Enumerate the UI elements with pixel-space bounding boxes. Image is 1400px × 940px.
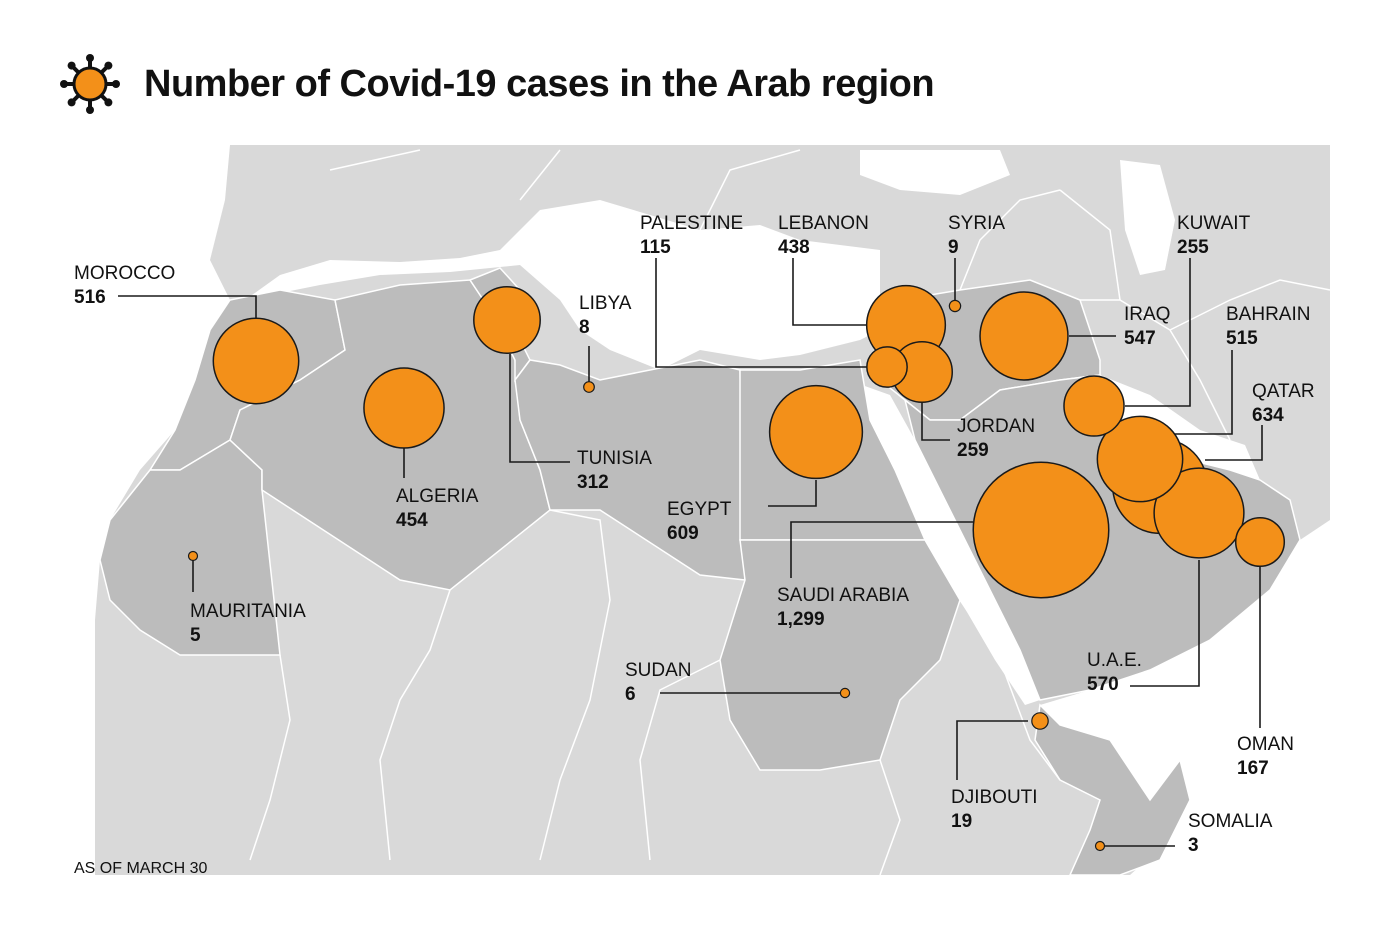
- case-count: 570: [1087, 674, 1119, 695]
- label-somalia: SOMALIA 3: [1188, 810, 1272, 858]
- leader-line-jordan: [921, 402, 950, 441]
- case-count: 19: [951, 811, 973, 832]
- case-count: 9: [948, 237, 959, 258]
- case-count: 312: [577, 472, 609, 493]
- label-tunisia: TUNISIA 312: [577, 447, 652, 495]
- case-count: 609: [667, 523, 699, 544]
- label-jordan: JORDAN 259: [957, 415, 1035, 463]
- label-algeria: ALGERIA 454: [396, 485, 478, 533]
- leader-line-egypt: [768, 480, 817, 507]
- country-name: U.A.E.: [1087, 650, 1142, 671]
- leader-line-qatar: [1205, 425, 1263, 461]
- label-syria: SYRIA 9: [948, 212, 1005, 260]
- bubble-libya: [583, 381, 595, 393]
- bubble-egypt: [768, 384, 864, 480]
- country-name: OMAN: [1237, 734, 1294, 755]
- case-bubbles: [187, 284, 1286, 852]
- case-count: 255: [1177, 237, 1209, 258]
- country-name: LIBYA: [579, 293, 632, 314]
- bubble-kuwait: [1063, 375, 1125, 437]
- label-uae: U.A.E. 570: [1087, 649, 1142, 697]
- label-bahrain: BAHRAIN 515: [1226, 303, 1310, 351]
- bubble-bahrain: [1096, 415, 1184, 503]
- case-count: 516: [74, 287, 106, 308]
- country-name: SOMALIA: [1188, 811, 1273, 832]
- case-count: 259: [957, 440, 989, 461]
- country-name: MOROCCO: [74, 263, 176, 284]
- bubble-palestine: [866, 346, 908, 388]
- leader-line-lebanon: [792, 258, 866, 326]
- case-count: 547: [1124, 328, 1156, 349]
- leader-line-djibouti: [956, 720, 1028, 780]
- country-name: JORDAN: [957, 416, 1036, 437]
- case-count: 6: [625, 684, 636, 705]
- country-name: TUNISIA: [577, 448, 652, 469]
- case-count: 115: [640, 237, 671, 258]
- bubble-sudan: [839, 687, 851, 699]
- bubble-algeria: [363, 367, 445, 449]
- case-count: 634: [1252, 405, 1284, 426]
- bubble-iraq: [979, 291, 1069, 381]
- bubble-djibouti: [1031, 712, 1049, 730]
- leader-line-morocco: [118, 295, 257, 319]
- label-morocco: MOROCCO 516: [74, 262, 175, 310]
- case-count: 3: [1188, 835, 1199, 856]
- case-count: 515: [1226, 328, 1258, 349]
- country-name: LEBANON: [778, 213, 869, 234]
- leader-line-tunisia: [509, 354, 570, 463]
- label-saudi-arabia: SAUDI ARABIA 1,299: [777, 584, 909, 632]
- case-count: 167: [1237, 758, 1269, 779]
- footnote: AS OF MARCH 30: [74, 860, 208, 877]
- country-name: SAUDI ARABIA: [777, 585, 909, 606]
- leader-line-palestine: [655, 258, 872, 368]
- bubble-somalia: [1094, 840, 1106, 852]
- page-title: Number of Covid-19 cases in the Arab reg…: [144, 62, 935, 105]
- country-name: MAURITANIA: [190, 601, 306, 622]
- case-count: 454: [396, 510, 428, 531]
- label-djibouti: DJIBOUTI 19: [951, 786, 1038, 834]
- country-name: DJIBOUTI: [951, 787, 1038, 808]
- leader-line-kuwait: [1125, 258, 1191, 407]
- country-name: ALGERIA: [396, 486, 479, 507]
- leader-lines: [118, 258, 1263, 847]
- label-palestine: PALESTINE 115: [640, 212, 743, 260]
- label-sudan: SUDAN 6: [625, 659, 692, 707]
- label-kuwait: KUWAIT 255: [1177, 212, 1250, 260]
- virus-icon: [60, 54, 120, 114]
- bubble-uae: [1153, 467, 1245, 559]
- case-count: 1,299: [777, 609, 825, 630]
- label-oman: OMAN 167: [1237, 733, 1294, 781]
- label-iraq: IRAQ 547: [1124, 303, 1170, 351]
- label-mauritania: MAURITANIA 5: [190, 600, 306, 648]
- country-name: PALESTINE: [640, 213, 744, 234]
- bubble-mauritania: [187, 550, 199, 562]
- label-libya: LIBYA 8: [579, 292, 631, 340]
- header: Number of Covid-19 cases in the Arab reg…: [60, 52, 935, 116]
- case-count: 5: [190, 625, 201, 646]
- country-name: SYRIA: [948, 213, 1006, 234]
- country-name: EGYPT: [667, 499, 732, 520]
- country-name: KUWAIT: [1177, 213, 1251, 234]
- case-count: 438: [778, 237, 810, 258]
- country-name: IRAQ: [1124, 304, 1171, 325]
- label-lebanon: LEBANON 438: [778, 212, 869, 260]
- seas: [95, 145, 1330, 875]
- label-egypt: EGYPT 609: [667, 498, 731, 546]
- country-name: SUDAN: [625, 660, 692, 681]
- country-name: QATAR: [1252, 381, 1315, 402]
- case-count: 8: [579, 317, 590, 338]
- leader-line-uae: [1130, 560, 1200, 687]
- bubble-tunisia: [473, 286, 541, 354]
- country-name: BAHRAIN: [1226, 304, 1311, 325]
- bubble-oman: [1234, 516, 1286, 568]
- bubble-saudi-arabia: [972, 461, 1110, 599]
- other-borders: [249, 149, 1331, 876]
- leader-line-bahrain: [1170, 350, 1233, 435]
- leader-line-saudi-arabia: [790, 521, 973, 578]
- bubble-syria: [948, 299, 962, 313]
- bubble-morocco: [212, 317, 300, 405]
- label-qatar: QATAR 634: [1252, 380, 1315, 428]
